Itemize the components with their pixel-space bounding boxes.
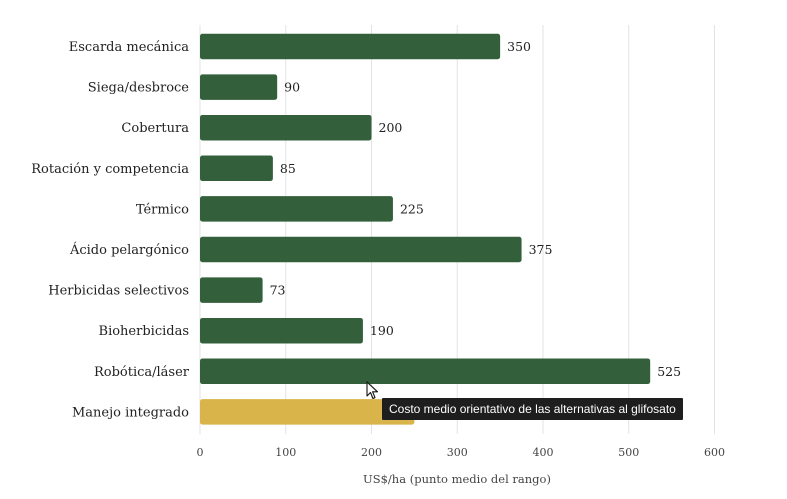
bar[interactable] [200, 399, 415, 425]
value-label: 90 [284, 80, 300, 95]
category-label: Ácido pelargónico [69, 242, 189, 258]
category-label: Bioherbicidas [99, 324, 189, 339]
x-tick-label: 500 [618, 446, 639, 459]
category-label: Térmico [136, 202, 189, 217]
bar[interactable] [200, 317, 363, 344]
x-tick-label: 100 [275, 446, 296, 459]
value-label: 225 [400, 201, 424, 216]
value-label: 350 [507, 39, 531, 54]
bar[interactable] [200, 74, 278, 100]
category-label: Siega/desbroce [88, 81, 190, 96]
bar[interactable] [200, 277, 263, 303]
x-tick-labels: 0 100 200 300 400 500 600 [197, 446, 726, 459]
bar[interactable] [200, 236, 522, 263]
x-axis-title: US$/ha (punto medio del rango) [363, 472, 551, 486]
category-label: Manejo integrado [72, 405, 189, 420]
bar-tooltip: Costo medio orientativo de las alternati… [382, 398, 683, 420]
value-label: 375 [529, 242, 553, 257]
value-label: 190 [370, 323, 394, 338]
value-label: 85 [280, 161, 296, 176]
x-tick-label: 0 [197, 446, 204, 459]
grid-lines [199, 25, 715, 434]
category-label: Escarda mecánica [69, 40, 189, 55]
value-label: 73 [270, 283, 286, 298]
bar[interactable] [200, 114, 372, 141]
mouse-pointer-icon [366, 381, 379, 400]
bar[interactable] [200, 358, 651, 385]
x-tick-label: 400 [533, 446, 554, 459]
bars [200, 33, 651, 425]
value-label: 525 [657, 364, 681, 379]
value-label: 200 [379, 120, 403, 135]
category-label: Herbicidas selectivos [48, 284, 189, 299]
category-labels: Escarda mecánica Siega/desbroce Cobertura R… [31, 40, 190, 420]
bar[interactable] [200, 196, 393, 222]
x-tick-label: 600 [704, 446, 725, 459]
bar[interactable] [200, 33, 501, 60]
x-tick-label: 300 [447, 446, 468, 459]
value-labels: 350 90 200 85 225 375 73 190 525 [270, 39, 681, 379]
bar[interactable] [200, 155, 273, 182]
category-label: Rotación y competencia [31, 162, 189, 177]
category-label: Cobertura [121, 121, 189, 136]
category-label: Robótica/láser [94, 365, 190, 380]
x-tick-label: 200 [361, 446, 382, 459]
